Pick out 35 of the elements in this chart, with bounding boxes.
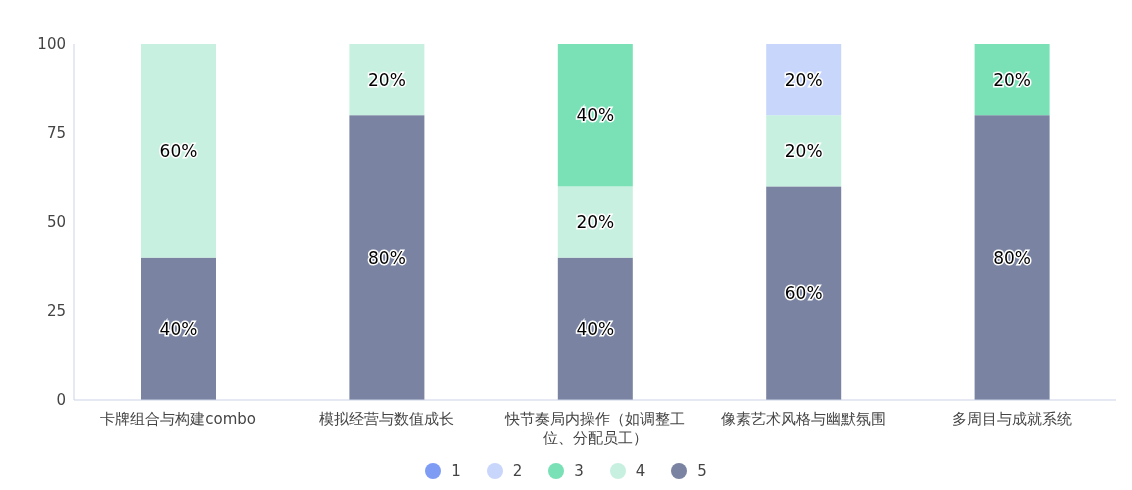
y-tick-label: 0 [56,391,66,410]
data-label: 20% [784,140,823,161]
y-tick-label: 50 [46,213,66,232]
y-tick-label: 25 [46,302,66,321]
data-label: 60% [784,283,823,304]
legend-label: 2 [511,462,523,480]
bar [557,44,633,187]
data-label: 80% [993,247,1031,268]
data-label: 40% [159,318,198,339]
bar [349,115,425,400]
y-tick-label: 75 [46,124,66,143]
data-label: 60% [159,140,198,161]
legend-label: 3 [573,462,584,480]
data-label: 80% [368,247,406,268]
data-label: 40% [576,105,615,126]
data-label: 20% [784,69,823,90]
bar [974,115,1050,400]
bar [141,257,216,400]
x-tick-label: 模拟经营与数值成长 [319,410,455,428]
bar [141,44,216,258]
x-tick-label: 多周目与成就系统 [951,410,1072,428]
x-tick-label: 像素艺术风格与幽默氛围 [720,410,886,428]
x-tick-label: 卡牌组合与构建combo [100,410,257,428]
data-label: 20% [368,69,406,90]
data-label: 20% [993,69,1031,90]
legend-label: 4 [634,462,646,480]
data-label: 40% [576,318,615,339]
x-tick-label: 快节奏局内操作（如调整工位、分配员工） [504,410,685,447]
legend-label: 5 [696,462,707,480]
data-label: 20% [576,212,615,232]
bar [557,257,633,400]
y-tick-label: 100 [37,35,66,54]
bar [766,186,842,400]
legend-label: 1 [450,462,461,480]
bar [557,186,633,258]
